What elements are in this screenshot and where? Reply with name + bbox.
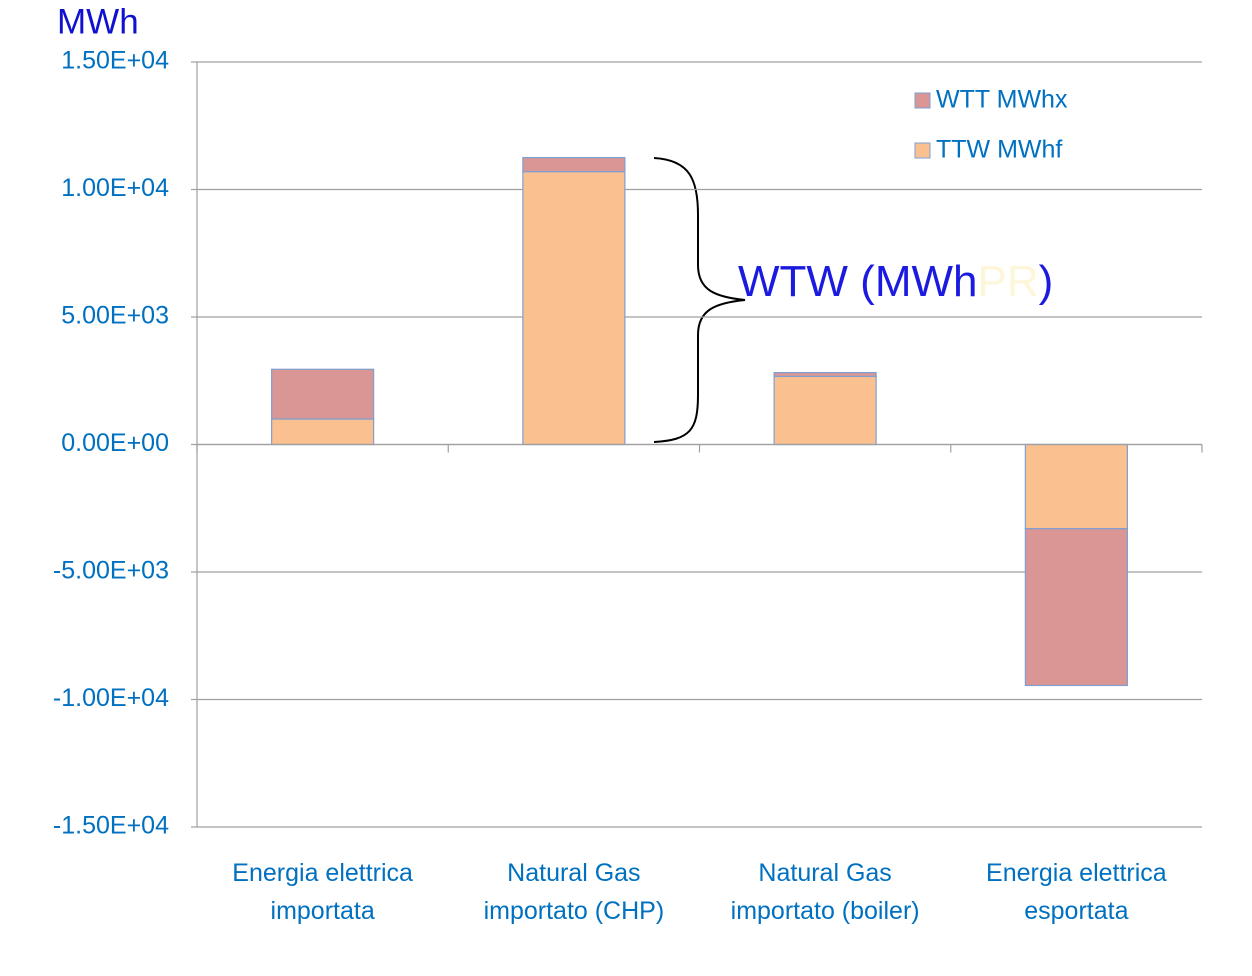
annotation-part: WTW (MWh — [738, 257, 977, 306]
annotation-part: PR — [977, 257, 1038, 306]
x-tick-label-line: importato (CHP) — [484, 897, 665, 925]
legend-swatch — [914, 142, 931, 159]
y-tick-label: -1.00E+04 — [53, 684, 169, 712]
y-tick-label: 5.00E+03 — [61, 302, 169, 330]
x-tick-label-line: importato (boiler) — [731, 897, 920, 925]
y-axis-label: MWh — [57, 2, 139, 41]
bar-segment — [522, 157, 626, 173]
bar-segment — [522, 171, 626, 446]
bar-segment — [271, 368, 375, 420]
y-tick-label: -5.00E+03 — [53, 557, 169, 585]
y-tick-label: 1.00E+04 — [61, 174, 169, 202]
bar-segment — [1024, 528, 1128, 687]
x-tick-label: Energia elettrica esportata — [986, 859, 1167, 925]
annotation-part: ) — [1039, 257, 1054, 306]
y-tick-label: 0.00E+00 — [61, 429, 169, 457]
y-tick-label: -1.50E+04 — [53, 812, 169, 840]
x-tick-label-line: Energia elettrica — [232, 859, 413, 887]
bar-segment — [271, 418, 375, 446]
bar-segment — [773, 371, 877, 378]
legend-swatch — [914, 92, 931, 109]
legend-label: TTW MWhf — [936, 136, 1062, 164]
x-tick-label-line: esportata — [1024, 897, 1128, 925]
x-tick-label: Energia elettrica importata — [232, 859, 413, 925]
annotation: WTW (MWhPR) — [738, 257, 1053, 306]
x-tick-label-line: Natural Gas — [507, 859, 640, 887]
x-tick-label: Natural Gas importato (CHP) — [484, 859, 665, 925]
bar-segment — [1024, 443, 1128, 530]
x-tick-label-line: Energia elettrica — [986, 859, 1167, 887]
x-tick-label-line: Natural Gas — [758, 859, 891, 887]
y-tick-label: 1.50E+04 — [61, 47, 169, 75]
x-tick-label-line: importata — [271, 897, 375, 925]
bar-segment — [773, 375, 877, 446]
legend-label: WTT MWhx — [936, 86, 1068, 114]
brace — [653, 157, 746, 443]
x-tick-label: Natural Gas importato (boiler) — [731, 859, 920, 925]
